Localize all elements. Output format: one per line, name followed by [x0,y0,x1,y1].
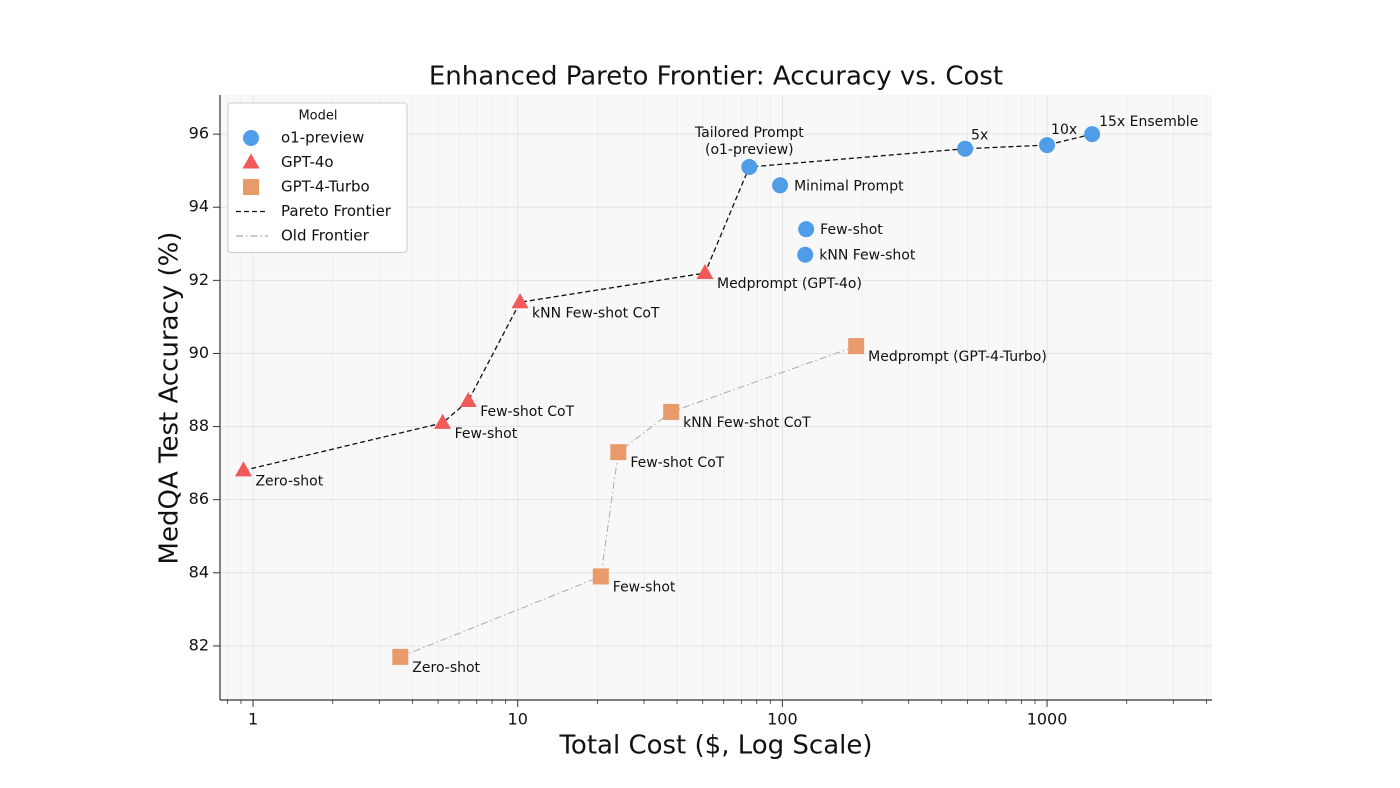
point-label: Zero-shot [412,660,480,676]
y-tick-label: 90 [189,343,209,362]
point-label: Minimal Prompt [794,178,904,194]
point-label: Tailored Prompt (o1-preview) [694,125,804,158]
legend-marker [242,153,260,169]
point-label: Zero-shot [255,473,323,489]
point-label: 5x [971,128,988,144]
legend-label: o1-preview [281,129,364,147]
y-tick-label: 84 [189,562,209,581]
legend-box [227,102,408,253]
x-tick-label: 1 [248,710,258,729]
point-label: 15x Ensemble [1099,114,1198,130]
point-label: Medprompt (GPT-4o) [717,276,862,292]
point-label: kNN Few-shot CoT [683,415,811,431]
y-tick-label: 96 [189,124,209,143]
point-label: Few-shot CoT [480,404,574,420]
point [511,293,529,309]
y-tick-label: 86 [189,489,209,508]
point-label: kNN Few-shot CoT [532,305,660,321]
legend-marker [243,130,259,146]
point [459,391,477,407]
x-axis-label: Total Cost ($, Log Scale) [558,731,872,761]
x-tick-label: 10 [508,710,528,729]
point [957,140,974,157]
point [772,177,789,194]
chart-title: Enhanced Pareto Frontier: Accuracy vs. C… [429,62,1003,92]
point [434,413,452,429]
point-label: Medprompt (GPT-4-Turbo) [868,349,1047,365]
point [696,264,714,280]
y-tick-label: 94 [189,197,209,216]
y-tick-label: 92 [189,270,209,289]
point-label: 10x [1051,122,1077,138]
point-label: kNN Few-shot [819,248,916,264]
point-label: Few-shot CoT [630,455,724,471]
y-tick-label: 82 [189,635,209,654]
point [592,568,609,585]
point [797,246,814,263]
point [798,221,815,238]
point [610,444,627,461]
point [234,461,252,477]
point [663,403,680,420]
point [1084,126,1101,143]
point-label: Few-shot [455,426,518,442]
legend-label: Old Frontier [281,227,370,245]
legend-label: GPT-4o [281,153,334,171]
point [1039,137,1056,154]
point [741,159,758,176]
point-label: Few-shot [820,222,883,238]
y-axis-label: MedQA Test Accuracy (%) [155,232,185,565]
point-label: Few-shot [613,579,676,595]
x-tick-label: 100 [767,710,798,729]
x-tick-label: 1000 [1027,710,1068,729]
legend-marker [243,179,259,195]
legend-title: Model [298,109,337,124]
y-tick-label: 88 [189,416,209,435]
point [848,338,865,355]
legend-label: GPT-4-Turbo [281,178,370,196]
legend-label: Pareto Frontier [281,202,392,220]
point [392,648,409,665]
